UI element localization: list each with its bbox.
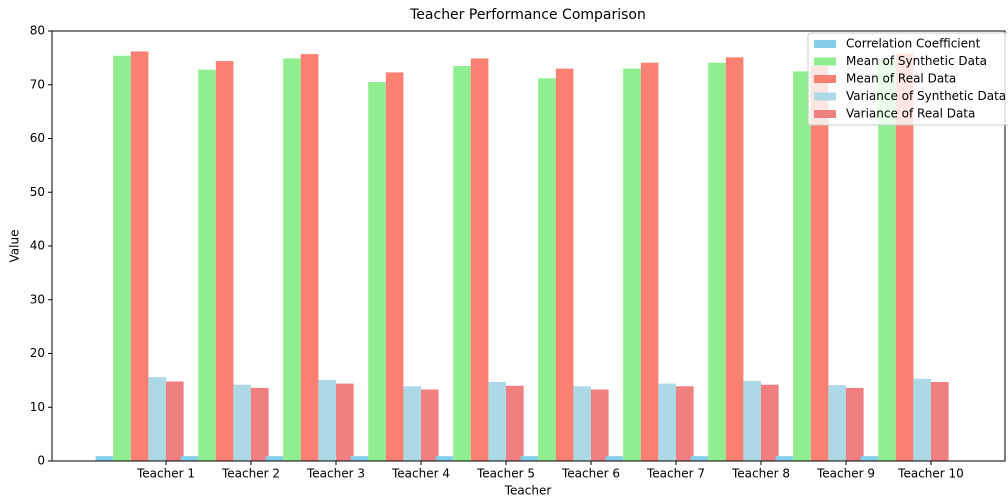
x-axis-label: Teacher: [504, 484, 552, 498]
x-tick-label: Teacher 6: [561, 467, 620, 481]
bar: [775, 456, 794, 461]
legend-swatch: [814, 40, 836, 48]
legend-label: Mean of Synthetic Data: [846, 54, 987, 68]
y-tick-label: 60: [30, 131, 45, 145]
bar: [846, 387, 864, 461]
bar: [198, 69, 216, 461]
y-tick-label: 40: [30, 239, 45, 253]
bar: [555, 68, 574, 461]
bar: [538, 78, 556, 462]
bar: [470, 58, 489, 461]
bar: [283, 58, 301, 461]
bar: [265, 456, 284, 461]
y-tick-label: 50: [30, 185, 45, 199]
legend-box: [807, 32, 1008, 126]
bar: [605, 456, 624, 461]
x-tick-label: Teacher 3: [306, 467, 365, 481]
legend-swatch: [814, 92, 836, 101]
bar: [623, 68, 641, 461]
bar: [318, 379, 336, 461]
chart-title: Teacher Performance Comparison: [409, 7, 646, 23]
bar: [148, 377, 166, 461]
bar: [453, 65, 471, 461]
bar: [488, 381, 506, 461]
bar: [913, 378, 931, 461]
bar: [506, 385, 524, 461]
legend-swatch: [814, 57, 836, 66]
bar: [895, 53, 914, 461]
x-tick-label: Teacher 9: [816, 467, 875, 481]
legend: Correlation Coefficient Mean of Synthetic…: [807, 32, 1008, 126]
bar: [300, 54, 319, 462]
legend-swatch: [814, 110, 836, 118]
bar: [336, 383, 354, 461]
bar: [640, 62, 659, 462]
bar: [658, 383, 676, 461]
bar: [810, 65, 829, 461]
bar: [435, 456, 454, 461]
x-tick-label: Teacher 1: [136, 467, 195, 481]
x-tick-label: Teacher 10: [897, 467, 964, 481]
bar: [931, 381, 949, 461]
legend-label: Mean of Real Data: [846, 72, 956, 86]
bar: [95, 456, 114, 461]
plot-frame: [51, 30, 1006, 462]
legend-label: Variance of Real Data: [846, 107, 975, 121]
y-tick-label: 70: [30, 77, 45, 91]
bar: [421, 389, 439, 461]
y-tick-label: 20: [30, 346, 45, 360]
bar: [676, 386, 694, 461]
bar: [520, 456, 539, 461]
bar: [251, 387, 269, 461]
bar: [725, 57, 744, 462]
bar: [385, 72, 404, 461]
bar: [860, 456, 879, 461]
bar: [591, 389, 609, 461]
bar: [233, 384, 251, 461]
legend-label: Correlation Coefficient: [846, 37, 981, 51]
bar: [180, 456, 199, 461]
bar: [793, 71, 811, 461]
y-tick-label: 10: [30, 400, 45, 414]
legend-label: Variance of Synthetic Data: [846, 89, 1006, 103]
x-tick-label: Teacher 2: [221, 467, 280, 481]
bar: [350, 456, 369, 461]
x-tick-label: Teacher 5: [476, 467, 535, 481]
y-axis-label: Value: [8, 230, 22, 263]
y-tick-label: 80: [30, 24, 45, 38]
bar: [368, 82, 386, 461]
bar: [573, 386, 591, 461]
bar: [743, 380, 761, 461]
y-tick-label: 30: [30, 292, 45, 306]
bar: [403, 386, 421, 461]
x-tick-label: Teacher 8: [731, 467, 790, 481]
bar: [690, 456, 709, 461]
legend-swatch: [814, 75, 836, 83]
bar: [130, 51, 149, 462]
bar: [166, 381, 184, 461]
x-tick-label: Teacher 4: [391, 467, 450, 481]
bar: [708, 62, 726, 462]
bar: [878, 60, 896, 461]
bar: [828, 385, 846, 461]
x-tick-label: Teacher 7: [646, 467, 705, 481]
bar: [215, 61, 234, 461]
y-tick-label: 0: [37, 454, 45, 468]
bar: [113, 55, 131, 461]
bar: [761, 384, 779, 461]
